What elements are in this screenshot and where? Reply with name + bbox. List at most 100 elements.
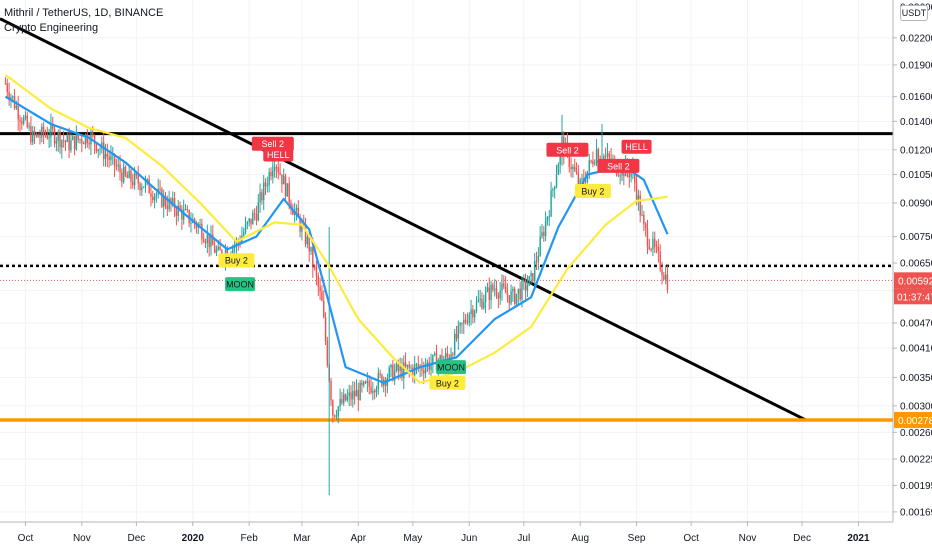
candle-body	[310, 246, 312, 252]
candle-body	[290, 202, 292, 210]
candle-body	[523, 280, 525, 282]
candle-body	[499, 290, 501, 299]
candle-body	[361, 382, 363, 386]
candle-body	[88, 143, 90, 145]
x-tick-label: Jul	[517, 533, 530, 544]
candle-body	[533, 261, 536, 282]
candle-body	[108, 156, 110, 160]
signal-text: Buy 2	[436, 378, 459, 388]
signal-text: HELL	[267, 150, 290, 160]
candle-body	[102, 142, 105, 160]
y-tick-label: 0.00195	[900, 481, 932, 492]
candle-body	[35, 133, 38, 136]
candle-body	[50, 123, 52, 138]
candle-body	[8, 92, 10, 100]
candle-body	[84, 134, 87, 145]
candle-body	[657, 247, 660, 252]
candle-body	[453, 333, 456, 355]
candle-body	[141, 187, 143, 191]
trendlines	[0, 17, 893, 422]
candle-body	[152, 196, 154, 201]
candle-body	[528, 276, 530, 286]
candle-body	[128, 170, 130, 179]
candle-body	[515, 293, 518, 304]
candle-body	[557, 164, 560, 175]
candle-body	[655, 246, 658, 248]
candle-body	[393, 370, 396, 381]
candle-body	[261, 192, 263, 201]
candle-body	[313, 266, 316, 268]
candle-body	[364, 381, 367, 383]
candle-body	[312, 246, 314, 267]
candle-body	[466, 321, 469, 323]
candle-body	[186, 209, 189, 211]
time-axis[interactable]: Oct Nov Dec 2020 Feb Mar Apr May Jun Jul Aug Sep Oct…	[0, 521, 893, 550]
signal-box	[263, 147, 294, 162]
support-price-box	[894, 411, 932, 428]
candle-body	[179, 205, 181, 210]
candle-body	[333, 415, 336, 417]
last-price-label: 0.00592	[898, 276, 932, 287]
candle-body	[17, 105, 19, 120]
currency-badge[interactable]: USDT	[900, 5, 928, 21]
candle-body	[461, 323, 463, 325]
candle-body	[244, 224, 247, 233]
candle-body	[399, 366, 401, 372]
candle-body	[470, 309, 472, 315]
signal-text: MOON	[226, 280, 254, 290]
candle-body	[592, 160, 594, 165]
signal-label: Buy 2	[429, 375, 466, 390]
candle-body	[97, 149, 99, 152]
candle-body	[195, 223, 198, 228]
candle-body	[264, 182, 267, 187]
candle-body	[372, 390, 374, 393]
trendline-1[interactable]	[0, 17, 807, 422]
candle-body	[22, 117, 25, 124]
candle-body	[352, 391, 354, 400]
candle-body	[415, 364, 418, 366]
candle-body	[104, 153, 107, 160]
candle-body	[208, 234, 210, 248]
candle-body	[30, 126, 32, 143]
candle-body	[346, 396, 349, 401]
candle-body	[24, 115, 27, 118]
moving-averages	[4, 74, 669, 384]
x-tick-label: Nov	[739, 533, 757, 544]
candle-body	[644, 223, 647, 229]
candle-body	[155, 194, 158, 196]
candle-body	[59, 132, 61, 148]
x-tick-label: Oct	[18, 533, 34, 544]
candle-body	[52, 123, 54, 129]
candle-body	[304, 225, 307, 245]
candle-body	[72, 136, 74, 141]
indicator-name[interactable]: Crypto Engineering	[4, 22, 99, 34]
candle-body	[630, 172, 632, 178]
candle-body	[619, 175, 621, 177]
candle-body	[581, 178, 583, 180]
candle-body	[126, 174, 129, 179]
candle-body	[115, 165, 118, 167]
candle-body	[397, 363, 400, 372]
signal-text: Sell 2	[262, 139, 285, 149]
candle-body	[41, 126, 43, 138]
candle-body	[484, 291, 487, 303]
candle-body	[597, 149, 600, 159]
candle-body	[344, 394, 347, 401]
candle-body	[82, 143, 85, 145]
candle-body	[493, 288, 496, 290]
signal-text: MOON	[437, 363, 465, 373]
candle-body	[301, 224, 303, 232]
moving-average-2	[4, 74, 668, 384]
candle-body	[190, 222, 192, 224]
candle-body	[423, 370, 425, 374]
candle-body	[133, 173, 136, 186]
candle-body	[524, 280, 527, 291]
candle-body	[275, 167, 278, 169]
candle-body	[575, 170, 578, 174]
